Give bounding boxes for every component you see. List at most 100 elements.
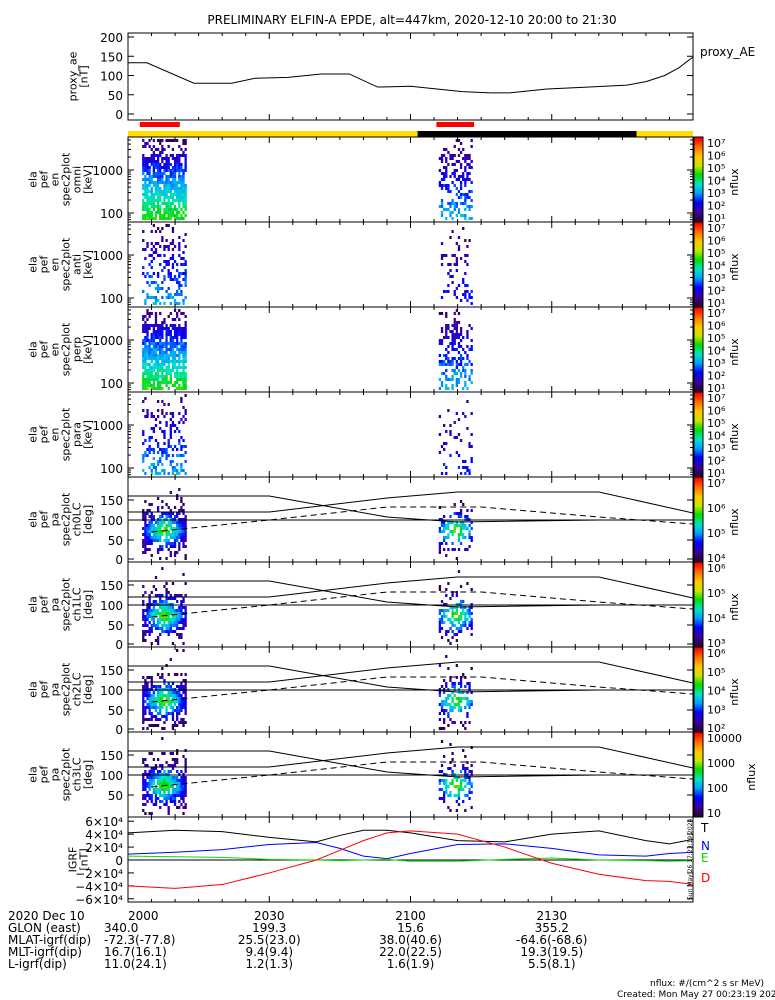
spectrogram-cell [152,151,156,154]
plot-title: PRELIMINARY ELFIN-A EPDE, alt=447km, 202… [207,13,616,27]
spectrogram-cell [148,609,151,612]
spectrogram-cell [470,606,473,609]
colorbar-segment [694,428,703,431]
spectrogram-cell [440,770,444,773]
spectrogram-cell [167,630,170,633]
spectrogram-cell [152,427,156,430]
spectrogram-cell [445,357,448,360]
spectrogram-cell [163,785,166,788]
spectrogram-cell [171,348,175,351]
spectrogram-cell [159,339,162,342]
spectrogram-cell [150,515,153,518]
spectrogram-cell [184,779,187,782]
spectrogram-cell [457,794,461,797]
spectrogram-cell [165,327,168,330]
y-label-line: anti [71,254,84,275]
spectrogram-cell [173,278,177,281]
spectrogram-cell [165,178,168,181]
spectrogram-cell [464,369,467,372]
spectrogram-cell [152,609,156,612]
colorbar-segment [694,141,703,144]
colorbar-segment [694,364,703,367]
colorbar-tick-label: 10⁵ [707,666,725,679]
spectrogram-cell [150,275,153,278]
colorbar-segment [694,362,703,365]
spectrogram-cell [455,609,458,612]
spectrogram-cell [459,372,463,375]
colorbar-segment [694,521,703,525]
spectrogram-cell [142,430,145,433]
spectrogram-cell [451,709,454,712]
spectrogram-cell [449,515,452,518]
spectrogram-cell [442,797,446,800]
spectrogram-cell [163,703,166,706]
spectrogram-cell [152,272,156,275]
spectrogram-cell [165,715,168,718]
y-label-line: ch3LC [71,757,84,791]
y-tick-label: 2×10⁴ [85,841,123,855]
spectrogram-cell [167,175,170,178]
spectrogram-cell [180,791,183,794]
spectrogram-cell [169,360,172,363]
spectrogram-cell [144,175,147,178]
spectrogram-cell [178,236,181,239]
spectrogram-cell [156,369,160,372]
spectrogram-cell [184,378,187,381]
spectrogram-cell [184,166,187,169]
colorbar-segment [694,398,703,401]
spectrogram-cell [159,214,162,217]
spectrogram-cell [182,172,185,175]
spectrogram-cell [182,205,185,208]
spectrogram-cell [180,700,183,703]
spectrogram-cell [142,776,145,779]
colorbar-segment [694,192,703,195]
spectrogram-cell [163,539,166,542]
spectrogram-cell [165,193,168,196]
colorbar-segment [694,353,703,357]
spectrogram-cell [150,703,153,706]
spectrogram-cell [142,290,145,293]
spectrogram-cell [161,567,164,570]
spectrogram-cell [165,803,168,806]
spectrogram-cell [159,703,162,706]
colorbar-segment [694,177,703,180]
colorbar-tick-label: 10⁶ [707,562,726,575]
spectrogram-cell [165,160,168,163]
spectrogram-cell [182,797,185,800]
spectrogram-cell [440,178,444,181]
spectrogram-cell [453,293,456,296]
colorbar-segment [694,636,703,639]
spectrogram-cell [455,139,458,142]
spectrogram-cell [159,806,162,809]
spectrogram-cell [459,166,463,169]
spectrogram-cell [180,497,183,500]
spectrogram-cell [167,703,170,706]
spectrogram-cell [470,166,473,169]
spectrogram-cell [144,351,147,354]
spectrogram-cell [468,682,471,685]
spectrogram-cell [163,181,166,184]
colorbar-segment [694,808,703,812]
spectrogram-cell [440,242,444,245]
colorbar-label-text: nflux [745,763,758,791]
colorbar-segment [694,213,703,217]
spectrogram-cell [167,217,170,220]
spectrogram-cell [152,706,156,709]
spectrogram-cell [178,442,181,445]
colorbar-segment [694,392,703,395]
spectrogram-cell [165,800,168,803]
spectrogram-cell [445,779,448,782]
spectrogram-cell [464,351,467,354]
spectrogram-cell [161,515,164,518]
spectrogram-cell [165,139,168,142]
spectrogram-cell [182,503,185,506]
spectrogram-cell [161,324,164,327]
spectrogram-cell [142,199,145,202]
spectrogram-cell [154,163,158,166]
spectrogram-cell [150,767,153,770]
colorbar-segment [694,619,703,622]
spectrogram-cell [457,336,461,339]
colorbar-segment [694,394,703,397]
colorbar-segment [694,466,703,469]
spectrogram-cell [182,512,185,515]
